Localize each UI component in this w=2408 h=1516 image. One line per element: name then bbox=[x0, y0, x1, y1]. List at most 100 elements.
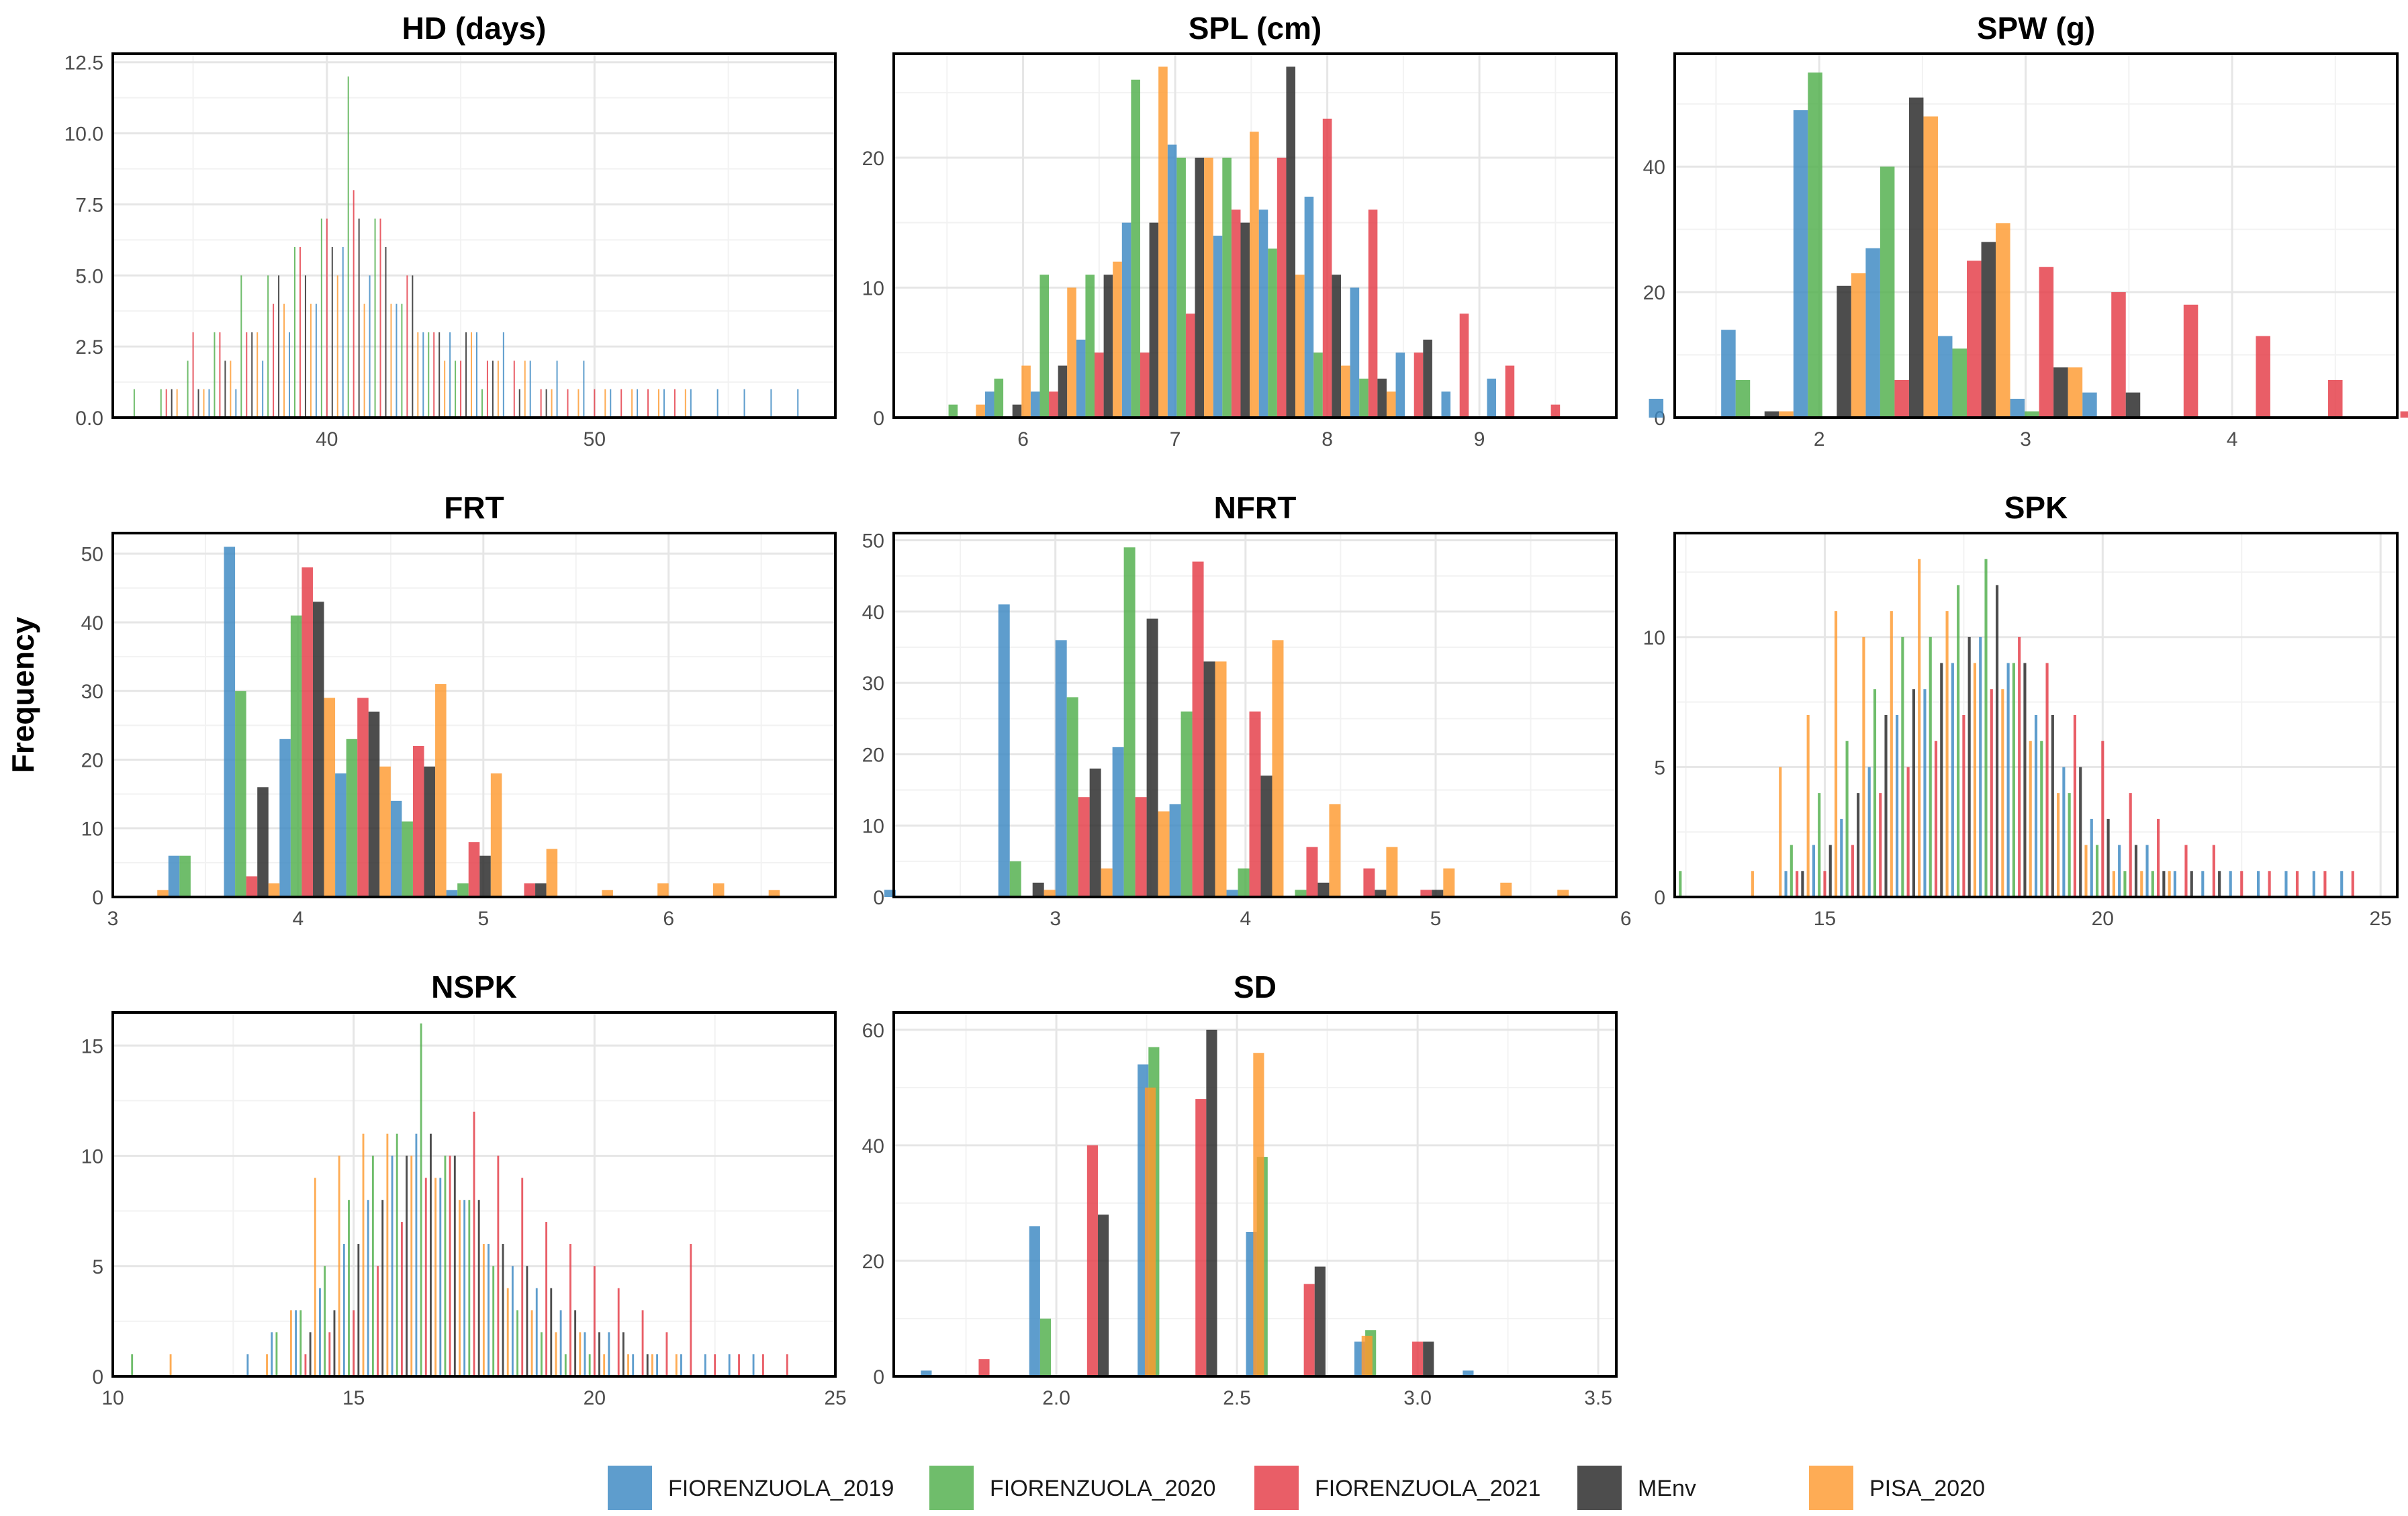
bar-pisa_2020 bbox=[657, 389, 659, 418]
bar-pisa_2020 bbox=[289, 1310, 292, 1376]
y-tick-label: 10 bbox=[862, 277, 884, 299]
bar-menv bbox=[598, 1332, 600, 1376]
y-tick-label: 20 bbox=[81, 749, 103, 771]
bar-menv bbox=[2190, 871, 2193, 897]
bar-fiorenzuola_2021 bbox=[468, 842, 480, 897]
bar-fiorenzuola_2019 bbox=[2173, 871, 2176, 897]
y-tick-label: 40 bbox=[862, 1135, 884, 1157]
bar-fiorenzuola_2021 bbox=[1894, 379, 1909, 418]
bar-pisa_2020 bbox=[363, 303, 365, 418]
panel-4: 3 4 5 6 0 10 20 30 40 50 NFRT bbox=[862, 490, 1632, 930]
bar-menv bbox=[1286, 66, 1296, 418]
bar-pisa_2020 bbox=[530, 1310, 533, 1376]
x-tick-label: 25 bbox=[824, 1387, 846, 1409]
bar-pisa_2020 bbox=[1215, 661, 1227, 897]
bar-fiorenzuola_2019 bbox=[1840, 818, 1843, 897]
bar-menv bbox=[477, 1200, 480, 1376]
bar-fiorenzuola_2019 bbox=[1979, 636, 1982, 897]
bar-pisa_2020 bbox=[603, 1354, 606, 1376]
bar-fiorenzuola_2021 bbox=[1303, 1284, 1315, 1376]
bar-fiorenzuola_2019 bbox=[752, 1354, 755, 1376]
legend-swatch bbox=[1809, 1466, 1853, 1510]
x-tick-label: 5 bbox=[477, 908, 489, 930]
bar-fiorenzuola_2020 bbox=[160, 389, 162, 418]
bar-fiorenzuola_2021 bbox=[1192, 561, 1204, 897]
bar-fiorenzuola_2019 bbox=[2257, 871, 2260, 897]
y-tick-label: 60 bbox=[862, 1020, 884, 1042]
bar-fiorenzuola_2021 bbox=[328, 1332, 331, 1376]
bar-fiorenzuola_2021 bbox=[674, 389, 676, 418]
bar-pisa_2020 bbox=[482, 1243, 485, 1376]
bar-menv bbox=[550, 1288, 553, 1376]
bar-pisa_2020 bbox=[1806, 715, 1810, 897]
bar-pisa_2020 bbox=[1067, 287, 1076, 418]
y-tick-label: 7.5 bbox=[75, 194, 103, 216]
bar-fiorenzuola_2020 bbox=[346, 739, 358, 897]
bar-fiorenzuola_2020 bbox=[481, 389, 483, 418]
bar-fiorenzuola_2021 bbox=[1459, 314, 1469, 418]
bar-fiorenzuola_2021 bbox=[2183, 304, 2198, 418]
bar-fiorenzuola_2020 bbox=[1238, 868, 1250, 897]
bar-fiorenzuola_2019 bbox=[663, 389, 665, 418]
bar-fiorenzuola_2019 bbox=[584, 1332, 586, 1376]
bar-menv bbox=[1089, 768, 1101, 897]
bar-fiorenzuola_2021 bbox=[1851, 845, 1854, 897]
bar-menv bbox=[171, 389, 173, 418]
panel-border bbox=[111, 1011, 837, 1378]
bar-fiorenzuola_2019 bbox=[246, 1354, 249, 1376]
bar-fiorenzuola_2020 bbox=[1066, 697, 1078, 897]
bar-fiorenzuola_2019 bbox=[2340, 871, 2344, 897]
y-tick-label: 12.5 bbox=[64, 52, 103, 75]
bar-fiorenzuola_2021 bbox=[2039, 267, 2054, 418]
bar-fiorenzuola_2021 bbox=[1505, 365, 1515, 418]
bar-fiorenzuola_2021 bbox=[497, 1155, 500, 1376]
x-tick-label: 6 bbox=[1017, 428, 1029, 451]
bar-fiorenzuola_2021 bbox=[1368, 209, 1378, 418]
bar-fiorenzuola_2019 bbox=[475, 332, 477, 418]
y-tick-label: 0.0 bbox=[75, 408, 103, 430]
bar-fiorenzuola_2019 bbox=[422, 332, 424, 418]
x-tick-label: 2 bbox=[1814, 428, 1825, 451]
bar-fiorenzuola_2020 bbox=[320, 218, 322, 418]
bar-fiorenzuola_2020 bbox=[1180, 711, 1193, 897]
bar-fiorenzuola_2021 bbox=[1990, 689, 1993, 897]
bar-menv bbox=[1967, 636, 1971, 897]
legend-item-fiorenzuola_2021: FIORENZUOLA_2021 bbox=[1254, 1466, 1540, 1510]
bar-fiorenzuola_2019 bbox=[1121, 222, 1131, 418]
bar-pisa_2020 bbox=[1204, 157, 1213, 418]
panel-1: 6 7 8 9 0 10 20 SPL (cm) bbox=[862, 11, 1618, 451]
x-tick-label: 4 bbox=[1240, 908, 1251, 930]
bar-pisa_2020 bbox=[546, 849, 558, 897]
bar-menv bbox=[1195, 157, 1205, 418]
bar-pisa_2020 bbox=[1144, 1087, 1156, 1376]
bar-fiorenzuola_2019 bbox=[335, 773, 346, 897]
bar-pisa_2020 bbox=[602, 890, 613, 897]
bar-fiorenzuola_2020 bbox=[179, 855, 191, 897]
bar-pisa_2020 bbox=[1386, 391, 1396, 418]
bar-fiorenzuola_2020 bbox=[133, 389, 135, 418]
bar-fiorenzuola_2019 bbox=[1793, 110, 1808, 418]
bar-fiorenzuola_2019 bbox=[1784, 871, 1788, 897]
panel-title: SPK bbox=[2004, 490, 2068, 525]
bar-pisa_2020 bbox=[157, 890, 169, 897]
bar-pisa_2020 bbox=[435, 683, 447, 897]
legend-item-menv: MEnv bbox=[1577, 1466, 1696, 1510]
bar-fiorenzuola_2019 bbox=[2090, 818, 2093, 897]
x-tick-label: 40 bbox=[316, 428, 338, 451]
bar-fiorenzuola_2019 bbox=[1076, 339, 1086, 418]
x-tick-label: 3.0 bbox=[1403, 1387, 1432, 1409]
y-tick-label: 40 bbox=[862, 602, 884, 624]
y-tick-label: 40 bbox=[81, 612, 103, 634]
bar-fiorenzuola_2019 bbox=[289, 332, 291, 418]
bar-fiorenzuola_2019 bbox=[704, 1354, 706, 1376]
bar-fiorenzuola_2019 bbox=[1721, 330, 1736, 418]
bar-fiorenzuola_2019 bbox=[583, 361, 585, 418]
bar-fiorenzuola_2020 bbox=[1131, 79, 1140, 418]
bar-fiorenzuola_2019 bbox=[1213, 236, 1223, 418]
y-tick-label: 20 bbox=[862, 744, 884, 766]
bar-fiorenzuola_2020 bbox=[1268, 248, 1277, 418]
legend-swatch bbox=[1254, 1466, 1299, 1510]
y-tick-label: 5 bbox=[1654, 757, 1665, 779]
bar-pisa_2020 bbox=[1158, 66, 1168, 418]
